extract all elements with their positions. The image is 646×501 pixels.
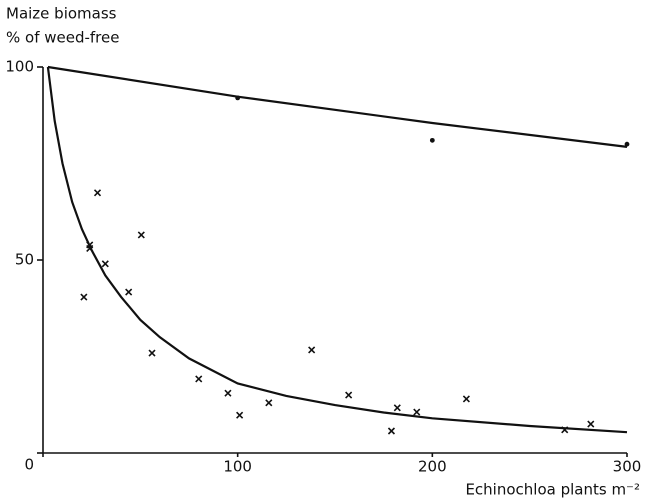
- data-point: [265, 399, 273, 407]
- data-point: [624, 141, 630, 147]
- y-tick-label: 100: [5, 58, 34, 76]
- data-point: [308, 346, 316, 354]
- data-point: [195, 375, 203, 383]
- data-point: [224, 389, 232, 397]
- data-point: [80, 293, 88, 301]
- y-tick-label: 0: [24, 456, 34, 474]
- data-point: [393, 404, 401, 412]
- data-point: [429, 137, 435, 143]
- x-tick-label: 200: [418, 458, 447, 476]
- data-point: [125, 288, 133, 296]
- data-point: [387, 427, 396, 435]
- fit-line: [46, 66, 628, 434]
- data-point: [345, 391, 353, 399]
- data-point: [413, 408, 421, 416]
- data-point: [236, 411, 244, 419]
- data-point: [101, 260, 109, 268]
- y-axis-label: % of weed-free: [6, 29, 119, 47]
- y-tick-label: 50: [15, 251, 34, 269]
- data-point: [587, 420, 595, 428]
- data-point: [137, 231, 145, 239]
- data-point: [462, 395, 470, 403]
- x-tick-label: 300: [613, 458, 642, 476]
- y-axis-label: Maize biomass: [6, 5, 117, 23]
- data-point: [148, 349, 156, 357]
- x-axis-label: Echinochloa plants m⁻²: [465, 481, 640, 499]
- data-point: [93, 189, 102, 197]
- fit-line: [47, 65, 628, 148]
- x-tick-label: 100: [223, 458, 252, 476]
